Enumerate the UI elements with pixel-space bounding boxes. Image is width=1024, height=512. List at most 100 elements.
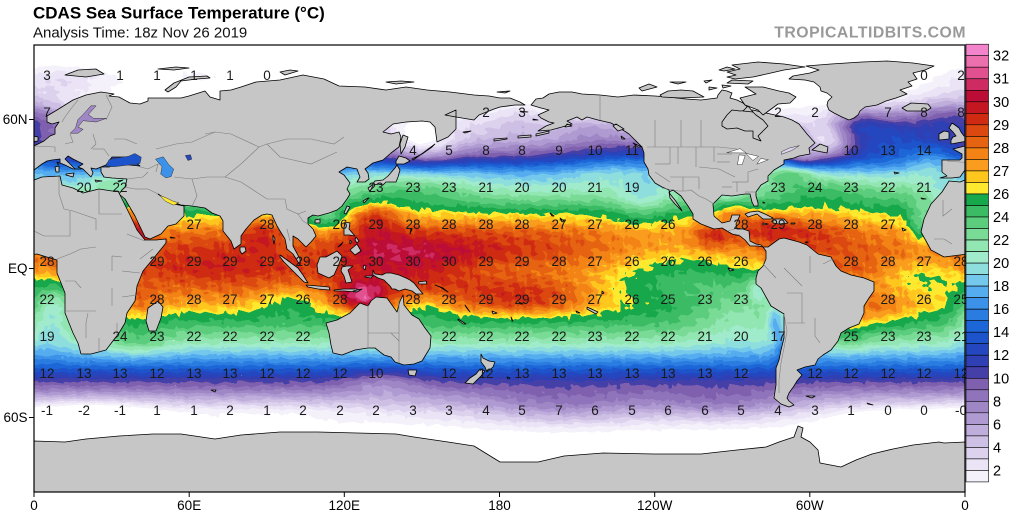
svg-text:180: 180 xyxy=(488,498,511,512)
svg-text:23: 23 xyxy=(149,329,164,344)
svg-text:26: 26 xyxy=(624,254,639,269)
svg-text:29: 29 xyxy=(993,118,1009,134)
svg-text:-1: -1 xyxy=(41,403,53,418)
svg-text:2: 2 xyxy=(993,463,1001,479)
svg-text:22: 22 xyxy=(993,233,1009,249)
svg-text:120W: 120W xyxy=(637,498,673,512)
svg-text:21: 21 xyxy=(697,329,712,344)
svg-text:12: 12 xyxy=(332,366,347,381)
svg-text:12: 12 xyxy=(295,366,310,381)
svg-text:28: 28 xyxy=(149,292,164,307)
svg-text:24: 24 xyxy=(807,180,823,195)
svg-text:28: 28 xyxy=(441,292,456,307)
svg-text:26: 26 xyxy=(332,217,347,232)
svg-text:12: 12 xyxy=(807,366,822,381)
svg-text:25: 25 xyxy=(660,292,675,307)
svg-text:23: 23 xyxy=(770,180,785,195)
svg-text:29: 29 xyxy=(770,217,785,232)
svg-text:8: 8 xyxy=(993,394,1001,410)
svg-text:7: 7 xyxy=(555,403,563,418)
svg-text:28: 28 xyxy=(405,217,420,232)
svg-text:8: 8 xyxy=(957,105,965,120)
svg-text:6: 6 xyxy=(993,417,1001,433)
svg-text:18: 18 xyxy=(993,279,1009,295)
svg-text:12: 12 xyxy=(441,366,456,381)
svg-text:22: 22 xyxy=(222,329,237,344)
svg-text:8: 8 xyxy=(518,143,526,158)
svg-text:6: 6 xyxy=(664,403,672,418)
svg-text:28: 28 xyxy=(478,217,493,232)
svg-text:60W: 60W xyxy=(796,498,824,512)
svg-text:22: 22 xyxy=(441,329,456,344)
svg-text:28: 28 xyxy=(843,217,858,232)
svg-text:23: 23 xyxy=(843,180,858,195)
svg-text:27: 27 xyxy=(587,217,602,232)
svg-text:2: 2 xyxy=(811,105,819,120)
svg-text:28: 28 xyxy=(733,217,748,232)
svg-text:22: 22 xyxy=(295,329,310,344)
svg-text:26: 26 xyxy=(295,292,310,307)
svg-text:EQ: EQ xyxy=(8,261,28,276)
svg-text:13: 13 xyxy=(587,366,602,381)
svg-text:20: 20 xyxy=(993,256,1009,272)
svg-text:1: 1 xyxy=(847,403,855,418)
svg-text:28: 28 xyxy=(441,217,456,232)
svg-text:22: 22 xyxy=(551,329,566,344)
svg-text:0: 0 xyxy=(920,68,928,83)
svg-text:12: 12 xyxy=(149,366,164,381)
svg-text:11: 11 xyxy=(625,143,639,158)
svg-text:28: 28 xyxy=(186,292,201,307)
svg-text:20: 20 xyxy=(551,180,566,195)
svg-text:32: 32 xyxy=(993,49,1009,65)
svg-text:29: 29 xyxy=(259,254,274,269)
svg-text:2: 2 xyxy=(774,105,782,120)
svg-text:1: 1 xyxy=(226,68,234,83)
svg-text:13: 13 xyxy=(186,366,201,381)
svg-text:28: 28 xyxy=(880,292,895,307)
svg-text:13: 13 xyxy=(880,143,895,158)
svg-text:28: 28 xyxy=(39,254,54,269)
svg-text:28: 28 xyxy=(551,254,566,269)
svg-text:60N: 60N xyxy=(3,112,28,127)
svg-text:29: 29 xyxy=(332,254,347,269)
svg-text:27: 27 xyxy=(551,217,566,232)
svg-text:13: 13 xyxy=(222,366,237,381)
svg-text:30: 30 xyxy=(441,254,456,269)
svg-text:23: 23 xyxy=(916,329,931,344)
svg-text:22: 22 xyxy=(478,329,493,344)
svg-text:1: 1 xyxy=(116,68,124,83)
svg-text:6: 6 xyxy=(591,403,599,418)
svg-text:3: 3 xyxy=(409,403,417,418)
svg-text:12: 12 xyxy=(880,366,895,381)
svg-text:29: 29 xyxy=(149,254,164,269)
svg-text:30: 30 xyxy=(405,254,420,269)
svg-text:29: 29 xyxy=(478,292,493,307)
svg-text:27: 27 xyxy=(880,217,895,232)
svg-text:2: 2 xyxy=(336,403,344,418)
svg-text:Analysis Time: 18z Nov 26 2019: Analysis Time: 18z Nov 26 2019 xyxy=(33,25,247,42)
svg-text:7: 7 xyxy=(884,105,892,120)
svg-text:21: 21 xyxy=(916,180,931,195)
svg-text:23: 23 xyxy=(733,292,748,307)
svg-text:10: 10 xyxy=(843,143,858,158)
svg-text:2: 2 xyxy=(957,68,965,83)
svg-text:29: 29 xyxy=(295,254,310,269)
svg-text:26: 26 xyxy=(993,187,1009,203)
svg-text:28: 28 xyxy=(514,217,529,232)
svg-text:23: 23 xyxy=(587,329,602,344)
svg-text:20: 20 xyxy=(76,180,91,195)
svg-text:27: 27 xyxy=(259,292,274,307)
svg-text:23: 23 xyxy=(697,292,712,307)
svg-text:22: 22 xyxy=(514,329,529,344)
svg-text:13: 13 xyxy=(624,366,639,381)
svg-text:22: 22 xyxy=(259,329,274,344)
svg-text:0: 0 xyxy=(920,403,928,418)
svg-text:19: 19 xyxy=(624,180,639,195)
svg-text:6: 6 xyxy=(701,403,709,418)
svg-text:29: 29 xyxy=(368,217,383,232)
svg-text:3: 3 xyxy=(518,105,526,120)
svg-text:24: 24 xyxy=(993,210,1009,226)
svg-text:7: 7 xyxy=(43,105,51,120)
svg-text:23: 23 xyxy=(441,180,456,195)
svg-text:30: 30 xyxy=(368,254,383,269)
